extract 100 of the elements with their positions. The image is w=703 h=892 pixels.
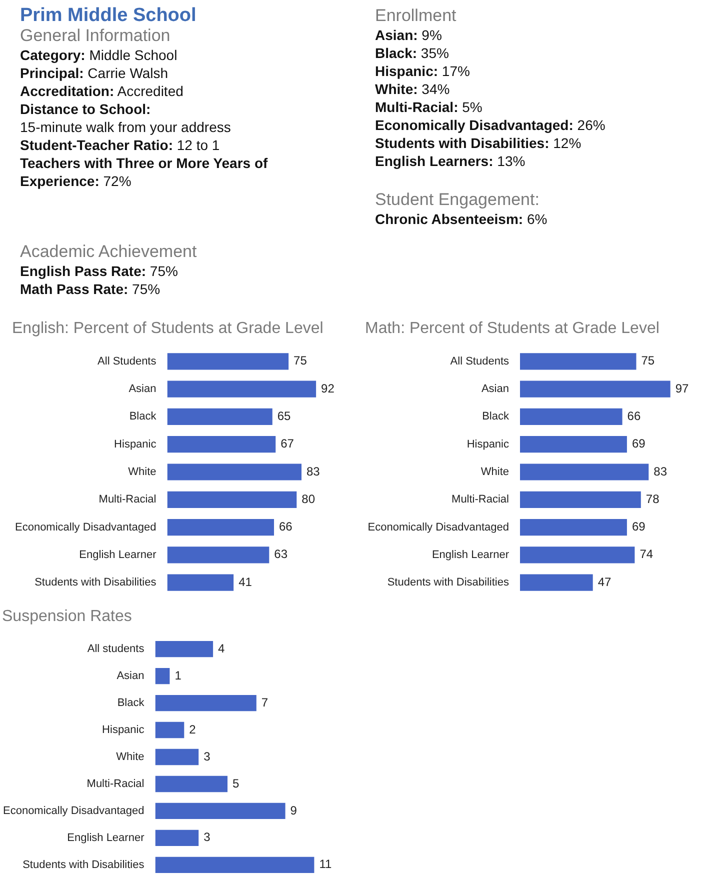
bar (167, 436, 276, 453)
data-label: 66 (279, 520, 293, 534)
bar (155, 722, 184, 738)
y-tick-label: Multi-Racial (452, 494, 509, 506)
data-label: 4 (218, 641, 226, 656)
y-tick-label: All Students (98, 355, 157, 368)
bar (155, 748, 199, 766)
text: Accreditation: Accredited (20, 82, 184, 100)
bar (520, 491, 641, 508)
data-label: 3 (204, 830, 211, 844)
bar (520, 574, 593, 591)
text: Chronic Absenteeism: 6% (375, 210, 548, 228)
data-label: 75 (641, 354, 655, 368)
text: Enrollment (375, 6, 458, 26)
bar (155, 640, 214, 658)
data-label: 5 (232, 776, 240, 790)
y-tick-label: English Learner (432, 548, 510, 561)
data-label: 92 (321, 381, 335, 396)
bar (167, 353, 289, 370)
text: Students with Disabilities: 12% (375, 134, 582, 152)
y-tick-label: Economically Disadvantaged (2, 804, 144, 817)
y-tick-label: Black (482, 410, 510, 423)
data-label: 7 (261, 695, 268, 710)
data-label: 97 (675, 381, 690, 396)
y-tick-label: Hispanic (466, 438, 510, 450)
bar (520, 380, 670, 398)
y-tick-label: White (116, 751, 144, 764)
bar (520, 546, 635, 564)
bar (520, 518, 627, 536)
chart-title: Suspension Rates (2, 608, 133, 626)
y-tick-label: Hispanic (102, 724, 145, 736)
y-tick-label: Multi-Racial (98, 494, 156, 506)
bar (167, 408, 272, 426)
chart-title: Math: Percent of Students at Grade Level (365, 320, 660, 338)
bar (520, 464, 649, 480)
bar (155, 668, 170, 684)
data-label: 69 (632, 436, 646, 451)
y-tick-label: Asian (116, 670, 144, 682)
data-label: 65 (277, 409, 292, 424)
y-tick-label: White (480, 466, 509, 478)
y-tick-label: English Learner (79, 548, 157, 561)
data-label: 63 (274, 547, 288, 562)
y-tick-label: All students (87, 643, 145, 656)
data-label: 80 (302, 492, 316, 506)
bar (155, 830, 199, 846)
bar (167, 464, 302, 480)
data-label: 41 (238, 574, 252, 589)
text: English Learners: 13% (375, 152, 526, 170)
bar (167, 574, 234, 591)
y-tick-label: Students with Disabilities (22, 858, 145, 871)
y-tick-label: Asian (481, 383, 509, 396)
data-label: 74 (640, 547, 654, 562)
data-label: 2 (189, 722, 196, 736)
bar (520, 408, 622, 426)
y-tick-label: White (128, 466, 156, 478)
y-tick-label: Economically Disadvantaged (14, 521, 156, 534)
data-label: 83 (306, 464, 320, 478)
y-tick-label: Economically Disadvantaged (368, 521, 509, 534)
data-label: 3 (204, 749, 211, 764)
text: Hispanic: 17% (375, 62, 471, 80)
y-tick-label: Black (129, 410, 157, 423)
text: Student Engagement: (375, 190, 540, 210)
text: Student-Teacher Ratio: 12 to 1 (20, 136, 221, 154)
y-tick-label: Black (117, 697, 145, 710)
bar (520, 353, 636, 370)
y-tick-label: Hispanic (114, 438, 157, 450)
data-label: 78 (646, 492, 660, 506)
text: Category: Middle School (20, 46, 178, 64)
text: 15-minute walk from your address (20, 118, 232, 136)
data-label: 83 (654, 464, 668, 478)
bar (155, 694, 256, 712)
text: Prim Middle School (20, 5, 198, 26)
data-label: 1 (174, 668, 182, 682)
bar (520, 436, 627, 453)
y-tick-label: Students with Disabilities (387, 576, 510, 589)
text: White: 34% (375, 80, 451, 98)
text: General Information (20, 26, 172, 46)
bar (155, 776, 228, 792)
text: Asian: 9% (375, 26, 443, 44)
bar (167, 518, 274, 536)
text: Math Pass Rate: 75% (20, 280, 162, 298)
text: Black: 35% (375, 44, 450, 62)
bar (167, 491, 297, 508)
bar (155, 856, 314, 874)
data-label: 9 (290, 803, 298, 818)
y-tick-label: All Students (450, 355, 510, 368)
bar (155, 802, 286, 820)
data-label: 67 (280, 436, 294, 451)
bar (167, 380, 316, 398)
data-label: 11 (319, 857, 332, 872)
data-label: 47 (598, 574, 612, 589)
text: Economically Disadvantaged: 26% (375, 116, 606, 134)
y-tick-label: Asian (128, 383, 156, 396)
text: English Pass Rate: 75% (20, 262, 179, 280)
data-label: 66 (627, 409, 641, 424)
text: Academic Achievement (20, 242, 198, 262)
text: Distance to School: (20, 101, 151, 117)
bar (167, 546, 270, 564)
data-label: 69 (632, 520, 646, 534)
y-tick-label: Multi-Racial (86, 778, 144, 790)
